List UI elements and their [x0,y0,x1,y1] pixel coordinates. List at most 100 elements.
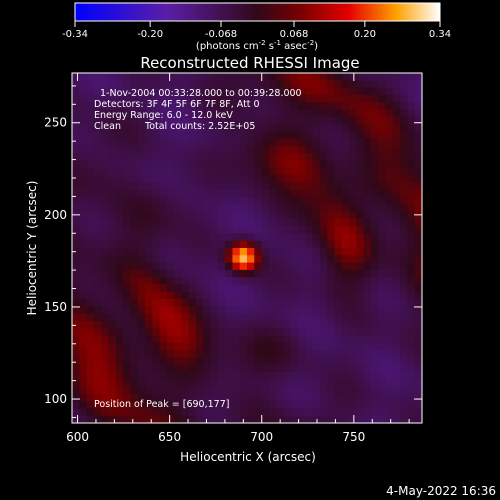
heatmap-cell [298,116,306,125]
heatmap-cell [188,357,197,366]
heatmap-cell [123,182,131,191]
heatmap-cell [72,145,80,154]
heatmap-cell [188,269,197,278]
heatmap-cell [210,218,219,227]
heatmap-cell [93,87,102,96]
heatmap-cell [130,262,139,271]
heatmap-cell [356,124,365,132]
heatmap-cell [123,393,131,402]
heatmap-cell [108,328,117,337]
heatmap-cell [385,393,394,402]
heatmap-cell [225,153,234,162]
heatmap-cell [123,226,131,235]
heatmap-cell [261,94,270,103]
heatmap-cell [93,386,102,395]
heatmap-cell [86,109,95,118]
heatmap-cell [290,379,299,388]
heatmap-cell [349,393,357,402]
heatmap-cell [356,226,365,235]
heatmap-cell [188,371,197,380]
heatmap-cell [254,342,263,351]
heatmap-cell [312,233,321,242]
heatmap-cell [370,277,379,286]
heatmap-cell [72,401,80,410]
heatmap-cell [400,248,409,256]
heatmap-cell [283,379,292,388]
heatmap-cell [356,277,365,286]
heatmap-cell [392,124,401,132]
heatmap-cell [203,233,212,242]
heatmap-cell [137,379,146,388]
heatmap-cell [86,291,95,300]
heatmap-cell [312,167,321,176]
heatmap-cell [159,102,168,111]
heatmap-cell [93,218,102,227]
heatmap-cell [341,269,350,278]
heatmap-cell [239,262,248,271]
heatmap-cell [210,371,219,380]
heatmap-cell [130,313,139,322]
heatmap-cell [137,175,146,183]
heatmap-cell [144,277,153,286]
heatmap-cell [247,328,255,337]
heatmap-cell [400,73,409,81]
heatmap-cell [232,145,241,154]
heatmap-cell [254,80,263,89]
heatmap-cell [123,386,131,395]
heatmap-cell [174,415,182,424]
heatmap-cell [72,255,80,264]
heatmap-cell [79,277,88,286]
heatmap-cell [254,284,263,293]
heatmap-cell [123,218,131,227]
heatmap-cell [152,102,161,111]
heatmap-cell [181,255,190,264]
heatmap-cell [225,364,234,373]
heatmap-cell [254,226,263,235]
heatmap-cell [290,211,299,220]
heatmap-cell [210,138,219,147]
heatmap-cell [334,255,343,264]
heatmap-cell [159,131,168,140]
heatmap-cell [79,299,88,307]
heatmap-cell [414,175,423,183]
heatmap-cell [319,138,328,147]
heatmap-cell [363,364,372,373]
heatmap-cell [93,284,102,293]
heatmap-cell [86,262,95,271]
heatmap-cell [181,116,190,125]
heatmap-cell [86,124,95,132]
heatmap-cell [101,182,110,191]
heatmap-cell [385,196,394,205]
heatmap-cell [93,277,102,286]
heatmap-cell [166,255,175,264]
heatmap-cell [319,240,328,249]
heatmap-cell [152,175,161,183]
heatmap-cell [108,160,117,169]
heatmap-cell [298,328,306,337]
heatmap-cell [349,262,357,271]
heatmap-cell [283,124,292,132]
heatmap-cell [276,350,285,358]
heatmap-cell [152,306,161,315]
heatmap-cell [305,401,314,410]
heatmap-cell [108,124,117,132]
heatmap-cell [115,379,124,388]
heatmap-cell [247,299,255,307]
heatmap-cell [159,138,168,147]
heatmap-cell [101,204,110,213]
heatmap-cell [188,94,197,103]
heatmap-cell [217,175,226,183]
heatmap-cell [108,342,117,351]
heatmap-cell [159,313,168,322]
heatmap-cell [232,357,241,366]
heatmap-cell [144,350,153,358]
heatmap-cell [392,415,401,424]
y-tick-label: 150 [44,300,67,314]
heatmap-cell [283,262,292,271]
heatmap-cell [174,393,182,402]
heatmap-cell [268,196,277,205]
heatmap-cell [93,357,102,366]
heatmap-cell [414,350,423,358]
heatmap-cell [312,124,321,132]
